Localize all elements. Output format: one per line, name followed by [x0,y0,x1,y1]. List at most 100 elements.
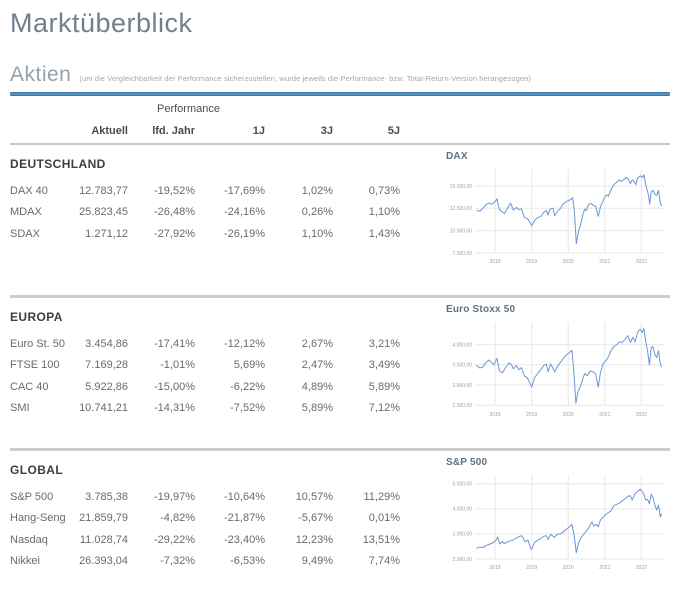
index-value: -17,41% [154,337,195,350]
svg-text:2019: 2019 [526,412,537,418]
chart-title-eurostoxx: Euro Stoxx 50 [446,304,516,315]
index-name: Hang-Seng [10,512,66,525]
table-row: Nasdaq 11.028,74 -29,22% -23,40% 12,23% 13,51… [10,529,412,551]
svg-text:2020: 2020 [563,565,574,571]
index-name: SMI [10,402,30,415]
index-value: 5,89% [301,402,333,415]
index-value: -12,12% [224,337,265,350]
index-value: -21,87% [224,512,265,525]
svg-text:12.500,00: 12.500,00 [450,206,472,212]
table-row: S&P 500 3.785,38 -19,97% -10,64% 10,57% 11,29… [10,486,412,508]
page-title: Marktüberblick [10,8,193,38]
section-divider-gray-2 [10,448,670,451]
svg-text:2018: 2018 [490,412,501,418]
table-group-europa: EUROPA Euro St. 50 3.454,86 -17,41% -12,12%… [10,298,412,419]
chart-block-eurostoxx: Euro Stoxx 50 2.500,00 3.000,00 3.500,00 4.… [442,298,670,421]
section-global: GLOBAL S&P 500 3.785,38 -19,97% -10,64% 10,5… [10,451,670,593]
column-header-aktuell: Aktuell [91,125,128,137]
index-value: 5.922,86 [85,380,128,393]
index-value: 9,49% [301,555,333,568]
index-value: -6,22% [230,380,265,393]
svg-text:10.000,00: 10.000,00 [450,229,472,235]
svg-text:4.000,00: 4.000,00 [453,342,473,348]
index-value: 10,57% [295,490,333,503]
chart-block-dax: DAX 7.500,00 10.000,00 12.500,00 15.000,00 2… [442,145,670,268]
rows-europa: Euro St. 50 3.454,86 -17,41% -12,12% 2,67% 3,… [10,333,412,419]
table-row: Euro St. 50 3.454,86 -17,41% -12,12% 2,67% 3,… [10,333,412,355]
table-row: CAC 40 5.922,86 -15,00% -6,22% 4,89% 5,89% [10,376,412,398]
index-value: -29,22% [154,533,195,546]
section-deutschland: DEUTSCHLAND DAX 40 12.783,77 -19,52% -17,69… [10,145,670,295]
svg-text:3.000,00: 3.000,00 [453,532,473,538]
index-value: 11,29% [363,490,401,503]
svg-text:2022: 2022 [636,259,647,265]
table-group-deutschland: DEUTSCHLAND DAX 40 12.783,77 -19,52% -17,69… [10,145,412,245]
svg-text:15.000,00: 15.000,00 [450,184,472,190]
column-header-lfd-jahr: lfd. Jahr [152,125,195,137]
index-value: 10.741,21 [79,402,128,415]
index-value: -17,69% [224,184,265,197]
eurostoxx-chart: 2.500,00 3.000,00 3.500,00 4.000,00 2018 2019… [442,319,670,421]
group-title-deutschland: DEUTSCHLAND [10,157,106,171]
index-name: S&P 500 [10,490,54,503]
svg-text:4.000,00: 4.000,00 [453,507,473,513]
index-value: 7,12% [368,402,400,415]
index-name: FTSE 100 [10,359,60,372]
index-value: -26,48% [154,206,195,219]
svg-text:3.000,00: 3.000,00 [453,383,473,389]
index-value: 12.783,77 [79,184,128,197]
index-value: 0,73% [368,184,400,197]
index-value: 12,23% [295,533,333,546]
index-name: CAC 40 [10,380,49,393]
index-value: -10,64% [224,490,265,503]
index-value: 26.393,04 [79,555,128,568]
svg-text:2018: 2018 [490,259,501,265]
table-row: Nikkei 26.393,04 -7,32% -6,53% 9,49% 7,74% [10,551,412,573]
index-value: 1,10% [301,227,333,240]
index-value: -1,01% [160,359,195,372]
section-header: Aktien (um die Vergleichbarkeit der Perf… [10,63,670,87]
index-value: 7.169,28 [85,359,128,372]
index-value: 1,43% [368,227,400,240]
section-europa: EUROPA Euro St. 50 3.454,86 -17,41% -12,12%… [10,298,670,448]
group-title-europa: EUROPA [10,310,63,324]
index-value: -15,00% [154,380,195,393]
index-name: Euro St. 50 [10,337,66,350]
index-value: -5,67% [298,512,333,525]
index-value: -24,16% [224,206,265,219]
index-value: 25.823,45 [79,206,128,219]
table-row: SDAX 1.271,12 -27,92% -26,19% 1,10% 1,43% [10,223,412,245]
svg-text:2021: 2021 [599,412,610,418]
index-value: 1,10% [368,206,400,219]
svg-text:2021: 2021 [599,259,610,265]
svg-text:2018: 2018 [490,565,501,571]
index-value: -14,31% [154,402,195,415]
column-header-5j: 5J [387,125,400,137]
index-value: -7,52% [230,402,265,415]
index-name: SDAX [10,227,40,240]
index-value: 3.454,86 [85,337,128,350]
index-value: -26,19% [224,227,265,240]
index-value: -4,82% [160,512,195,525]
dax-chart: 7.500,00 10.000,00 12.500,00 15.000,00 2018 2… [442,166,670,268]
table-row: MDAX 25.823,45 -26,48% -24,16% 0,26% 1,10% [10,202,412,224]
table-row: Hang-Seng 21.859,79 -4,82% -21,87% -5,67% 0,0… [10,508,412,530]
index-value: 0,01% [368,512,400,525]
index-value: -19,52% [154,184,195,197]
index-value: 11.028,74 [79,533,128,546]
svg-text:3.500,00: 3.500,00 [453,363,473,369]
section-title: Aktien [10,63,72,86]
chart-title-sp500: S&P 500 [446,457,488,468]
svg-text:2020: 2020 [563,412,574,418]
sp500-chart: 2.000,00 3.000,00 4.000,00 5.000,00 2018 2019… [442,472,670,574]
index-value: 2,47% [301,359,333,372]
section-divider-gray [10,295,670,298]
index-name: DAX 40 [10,184,48,197]
chart-title-dax: DAX [446,151,468,162]
section-note: (um die Vergleichbarkeit der Performance… [79,74,532,83]
index-value: 21.859,79 [79,512,128,525]
table-group-global: GLOBAL S&P 500 3.785,38 -19,97% -10,64% 10,5… [10,451,412,572]
index-value: -23,40% [224,533,265,546]
svg-text:2019: 2019 [526,259,537,265]
svg-text:2.500,00: 2.500,00 [453,403,473,409]
